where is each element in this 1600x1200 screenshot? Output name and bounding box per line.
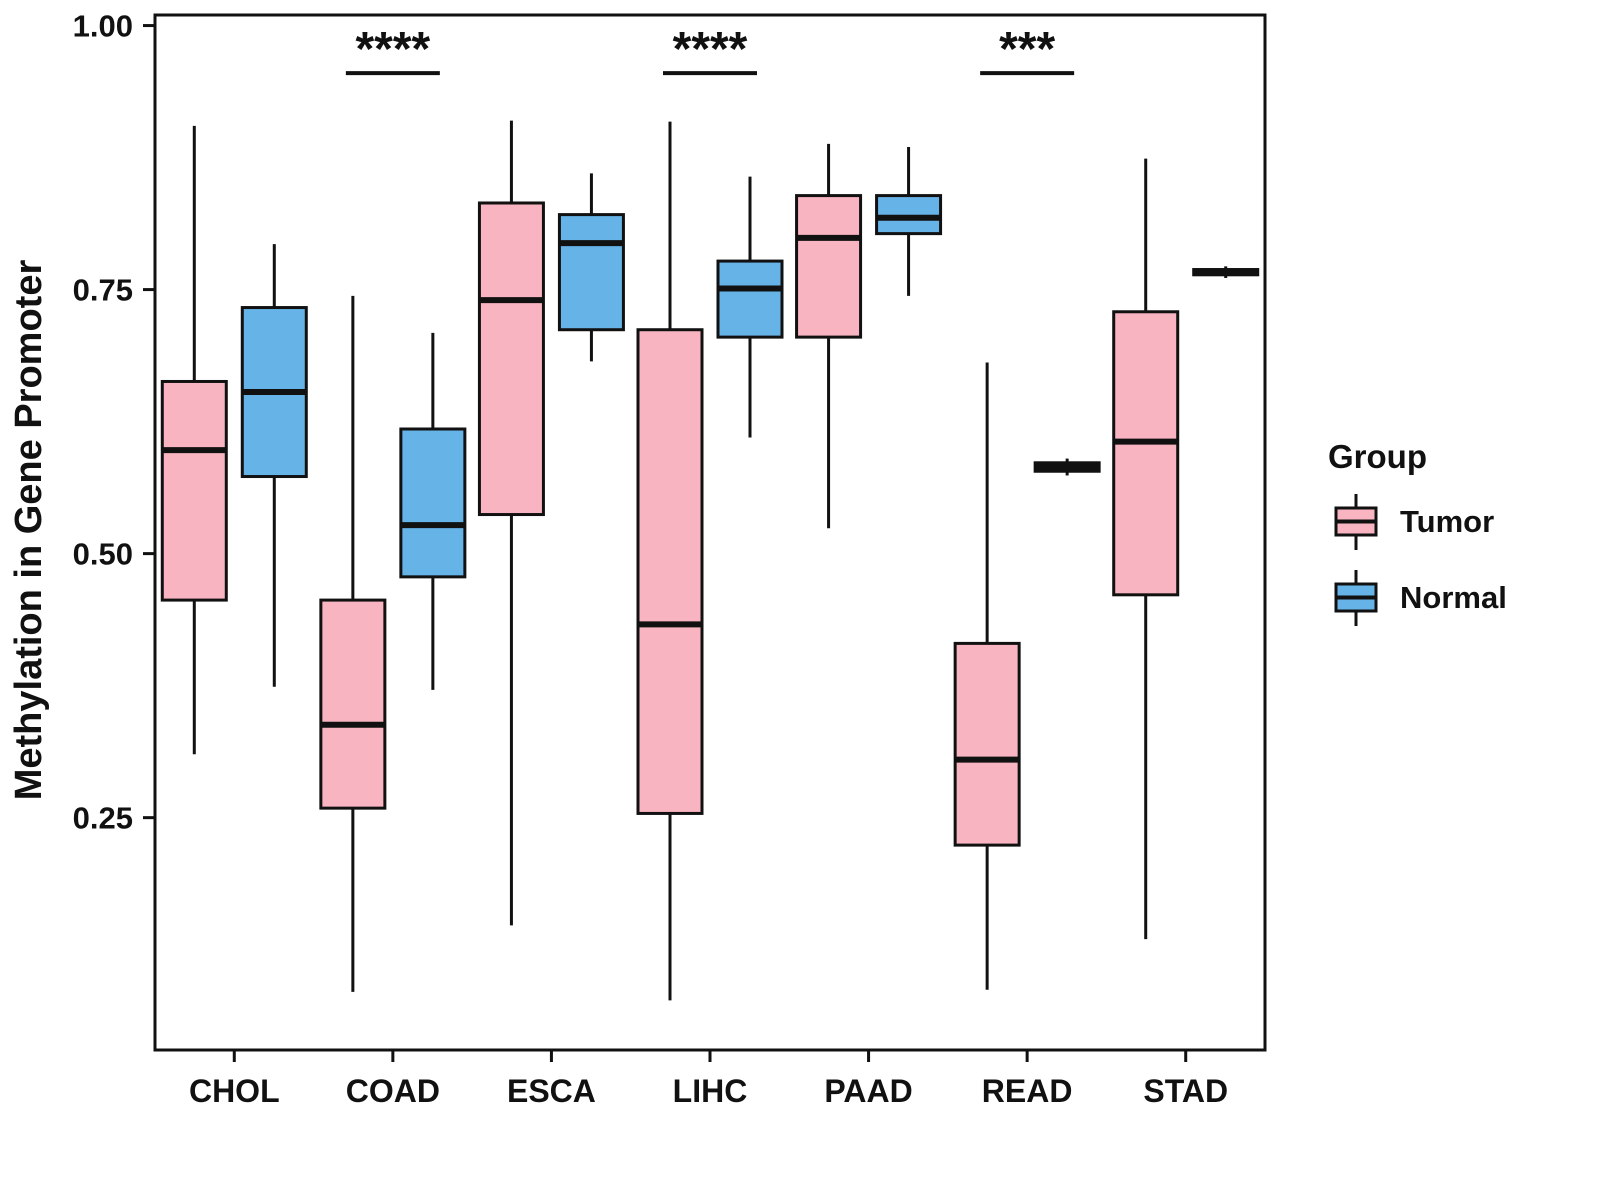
- iqr-box: [477, 201, 545, 517]
- y-tick-label: 0.75: [73, 273, 133, 308]
- iqr-box: [399, 427, 467, 579]
- tumor-box-COAD: [319, 295, 387, 992]
- iqr-box: [1112, 310, 1180, 597]
- y-tick-label: 0.25: [73, 801, 133, 836]
- plot-panel: [153, 13, 1267, 1052]
- tumor-box-LIHC: [636, 121, 704, 1001]
- x-tick-label: LIHC: [673, 1073, 748, 1109]
- y-tick-label: 1.00: [73, 9, 133, 44]
- legend-entry-label: Normal: [1400, 580, 1507, 615]
- y-axis-title: Methylation in Gene Promoter: [8, 259, 50, 801]
- x-tick-label: COAD: [346, 1073, 440, 1109]
- iqr-box: [875, 194, 943, 236]
- x-tick-label: STAD: [1143, 1073, 1228, 1109]
- normal-box-READ: [1033, 458, 1101, 476]
- tumor-box-PAAD: [795, 143, 863, 529]
- significance-label: ****: [355, 23, 430, 76]
- x-tick-label: CHOL: [189, 1073, 280, 1109]
- normal-box-STAD: [1192, 266, 1260, 278]
- tumor-box-READ: [953, 362, 1021, 990]
- x-tick-label: ESCA: [507, 1073, 596, 1109]
- legend-title: Group: [1328, 438, 1427, 475]
- normal-box-LIHC: [716, 176, 784, 438]
- iqr-box: [319, 598, 387, 810]
- y-tick-label: 0.50: [73, 537, 133, 572]
- legend-entry-label: Tumor: [1400, 504, 1495, 539]
- legend-entry-normal: Normal: [1328, 566, 1507, 630]
- iqr-box: [953, 641, 1021, 847]
- iqr-box: [795, 194, 863, 339]
- x-tick-label: PAAD: [824, 1073, 912, 1109]
- tumor-box-ESCA: [477, 120, 545, 926]
- iqr-box: [636, 328, 704, 815]
- legend: Group Tumor Normal: [1328, 438, 1507, 642]
- legend-entry-tumor: Tumor: [1328, 490, 1507, 554]
- normal-box-ESCA: [557, 173, 625, 362]
- tumor-boxplot-key-icon: [1334, 494, 1378, 550]
- significance-label: ****: [673, 23, 748, 76]
- normal-box-CHOL: [240, 244, 308, 687]
- tumor-box-STAD: [1112, 158, 1180, 940]
- iqr-box: [716, 259, 784, 339]
- significance-label: ***: [999, 23, 1055, 76]
- normal-box-COAD: [399, 332, 467, 690]
- normal-boxplot-key-icon: [1334, 570, 1378, 626]
- normal-box-PAAD: [875, 147, 943, 296]
- iqr-box: [160, 379, 228, 602]
- x-tick-label: READ: [982, 1073, 1073, 1109]
- tumor-box-CHOL: [160, 125, 228, 755]
- iqr-box: [557, 213, 625, 332]
